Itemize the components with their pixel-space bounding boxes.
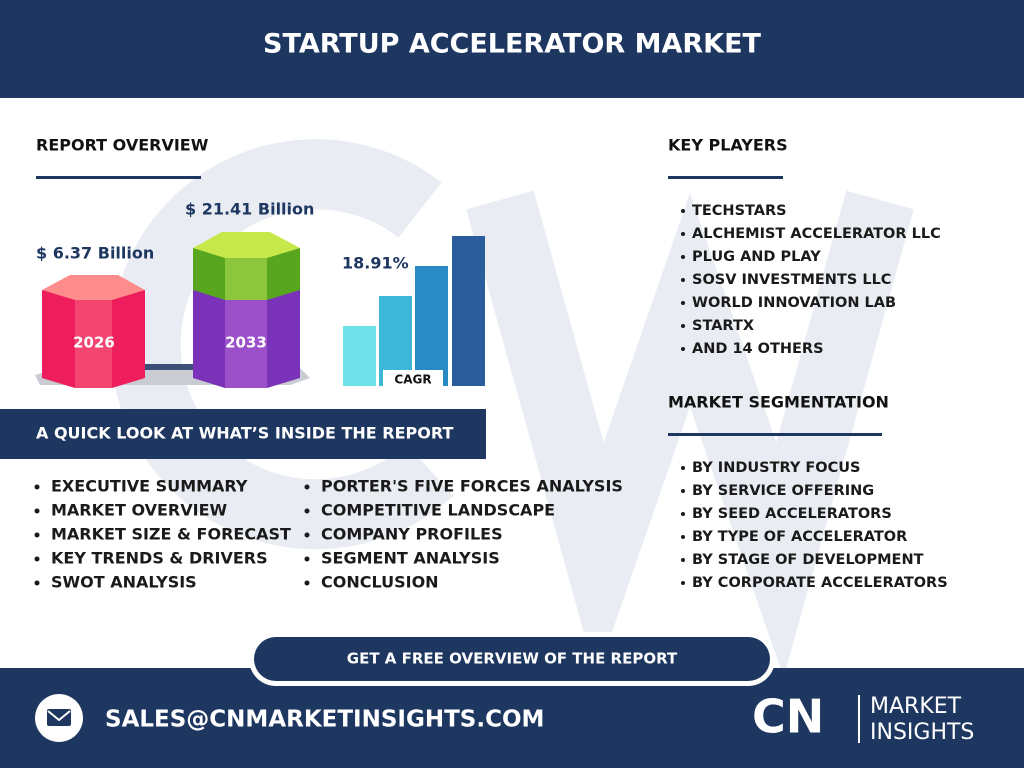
value-2033: $ 21.41 Billion (185, 200, 314, 219)
list-item: WORLD INNOVATION LAB (692, 295, 896, 311)
list-item: BY SEED ACCELERATORS (692, 506, 892, 522)
list-item: BY SERVICE OFFERING (692, 483, 874, 499)
list-item: EXECUTIVE SUMMARY (51, 477, 248, 496)
watermark (110, 139, 914, 678)
list-item: COMPETITIVE LANDSCAPE (321, 501, 555, 520)
list-item: SEGMENT ANALYSIS (321, 549, 500, 568)
logo-mark: CN (752, 690, 824, 744)
bullet (304, 532, 310, 538)
bullet (681, 255, 685, 259)
list-item: TECHSTARS (692, 203, 787, 219)
quick-look-heading: A QUICK LOOK AT WHAT’S INSIDE THE REPORT (36, 424, 453, 443)
list-item: STARTX (692, 318, 754, 334)
bullet (681, 232, 685, 236)
bullet (34, 532, 40, 538)
list-item: PORTER'S FIVE FORCES ANALYSIS (321, 477, 623, 496)
list-item: ALCHEMIST ACCELERATOR LLC (692, 226, 941, 242)
bullet (304, 556, 310, 562)
cta-label[interactable]: GET A FREE OVERVIEW OF THE REPORT (347, 650, 678, 668)
bullet (681, 324, 685, 328)
logo-line: MARKET (870, 694, 962, 719)
value-2026: $ 6.37 Billion (36, 244, 154, 263)
section-heading: REPORT OVERVIEW (36, 136, 209, 155)
list-item: BY TYPE OF ACCELERATOR (692, 529, 907, 545)
bullet (681, 466, 685, 470)
section-heading: MARKET SEGMENTATION (668, 393, 889, 412)
list-item: PLUG AND PLAY (692, 249, 821, 265)
header-bar (0, 0, 1024, 98)
logo-divider (858, 695, 860, 743)
list-item: BY INDUSTRY FOCUS (692, 460, 861, 476)
bullet (681, 278, 685, 282)
bullet (304, 580, 310, 586)
year-2026: 2026 (73, 334, 115, 352)
list-item: SOSV INVESTMENTS LLC (692, 272, 891, 288)
underline (668, 176, 783, 179)
title: STARTUP ACCELERATOR MARKET (263, 29, 761, 60)
list-item: BY STAGE OF DEVELOPMENT (692, 552, 924, 568)
list-item: MARKET OVERVIEW (51, 501, 228, 520)
bullet (681, 535, 685, 539)
underline (668, 433, 882, 436)
list-item: CONCLUSION (321, 573, 439, 592)
bullet (681, 581, 685, 585)
list-item: SWOT ANALYSIS (51, 573, 197, 592)
bullet (34, 484, 40, 490)
logo-line: INSIGHTS (870, 720, 974, 745)
bullet (681, 558, 685, 562)
bullet (681, 301, 685, 305)
quick-look-bar (0, 409, 486, 459)
section-heading: KEY PLAYERS (668, 136, 788, 155)
list-item: KEY TRENDS & DRIVERS (51, 549, 268, 568)
list-item: COMPANY PROFILES (321, 525, 503, 544)
bullet (34, 508, 40, 514)
bullet (681, 489, 685, 493)
cagr-graphic (343, 236, 485, 388)
list-item: AND 14 OTHERS (692, 341, 824, 357)
underline (36, 176, 201, 179)
bullet (681, 512, 685, 516)
email-icon (35, 694, 83, 742)
email[interactable]: SALES@CNMARKETINSIGHTS.COM (105, 707, 544, 733)
list-item: MARKET SIZE & FORECAST (51, 525, 291, 544)
bullet (34, 580, 40, 586)
cta-button[interactable]: GET A FREE OVERVIEW OF THE REPORT (249, 632, 775, 686)
bullet (304, 484, 310, 490)
year-2033: 2033 (225, 334, 267, 352)
bullet (681, 209, 685, 213)
hexagon-graphic (35, 232, 310, 388)
cagr-value: 18.91% (342, 254, 409, 273)
bullet (34, 556, 40, 562)
cagr-label: CAGR (394, 373, 431, 387)
list-item: BY CORPORATE ACCELERATORS (692, 575, 948, 591)
bullet (304, 508, 310, 514)
bullet (681, 347, 685, 351)
